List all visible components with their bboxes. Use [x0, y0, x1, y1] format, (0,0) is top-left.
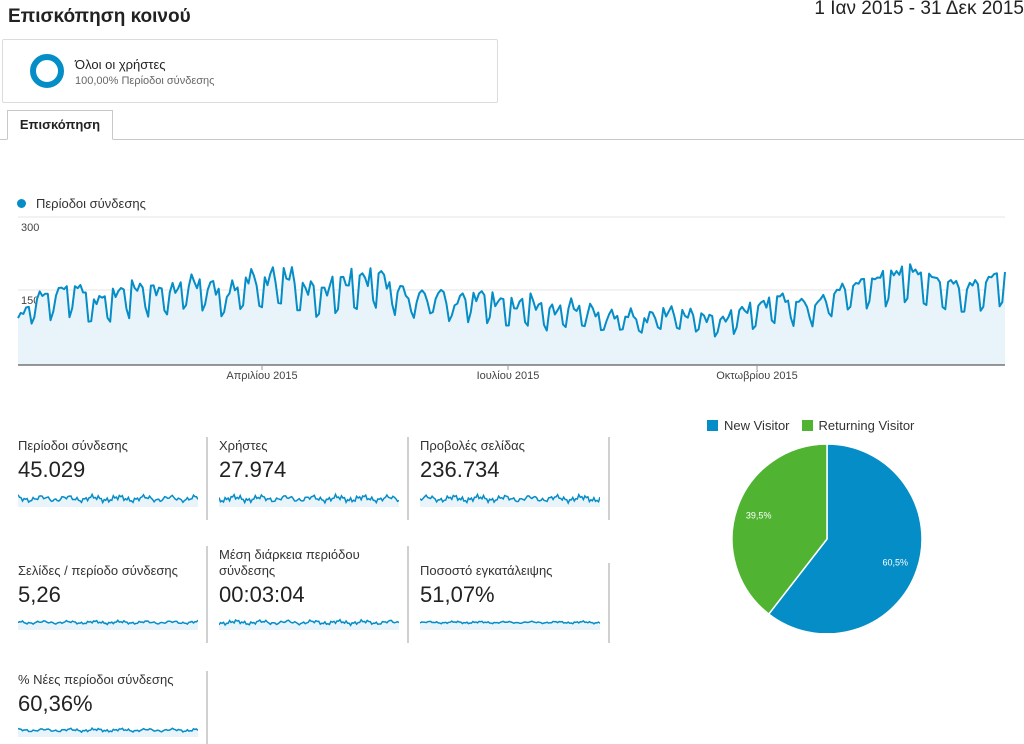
metric-pageviews[interactable]: Προβολές σελίδας 236.734 — [420, 438, 610, 507]
metric-sparkline — [18, 492, 198, 507]
metric-separator — [407, 546, 409, 643]
tab-overview[interactable]: Επισκόπηση — [7, 110, 113, 140]
metric-sparkline — [420, 492, 600, 507]
metric-value: 00:03:04 — [219, 582, 305, 607]
page-title: Επισκόπηση κοινού — [8, 6, 191, 27]
segment-name: Όλοι οι χρήστες — [75, 57, 166, 72]
metric-avg-session-duration[interactable]: Μέση διάρκεια περιόδου σύνδεσης 00:03:04 — [219, 547, 409, 630]
metric-label: % Νέες περίοδοι σύνδεσης — [18, 672, 174, 687]
metric-new-sessions[interactable]: % Νέες περίοδοι σύνδεσης 60,36% — [18, 672, 208, 737]
metric-value: 45.029 — [18, 457, 86, 482]
metric-value: 60,36% — [18, 691, 93, 716]
sessions-line-chart[interactable]: 300 150 Απριλίου 2015 Ιουλίου 2015 Οκτωβ… — [0, 210, 1024, 385]
metric-label: Μέση διάρκεια περιόδου σύνδεσης — [219, 547, 360, 578]
main-chart-series-label: Περίοδοι σύνδεσης — [36, 196, 146, 211]
x-tick-label: Ιουλίου 2015 — [477, 370, 540, 382]
metric-label: Χρήστες — [219, 438, 268, 453]
sparkline-line — [18, 727, 198, 734]
metric-sparkline — [219, 492, 399, 507]
pie-slice-label: 39,5% — [746, 511, 772, 521]
pie-legend-item-new[interactable]: New Visitor — [707, 418, 790, 433]
metric-separator — [206, 671, 208, 744]
metric-separator — [608, 437, 610, 520]
sparkline-line — [420, 492, 600, 505]
pie-legend: New Visitor Returning Visitor — [707, 418, 926, 433]
pie-legend-item-returning[interactable]: Returning Visitor — [801, 418, 915, 433]
metric-value: 51,07% — [420, 582, 495, 607]
x-tick-label: Οκτωβρίου 2015 — [716, 370, 798, 382]
metric-sessions[interactable]: Περίοδοι σύνδεσης 45.029 — [18, 438, 208, 507]
segment-subtitle: 100,00% Περίοδοι σύνδεσης — [75, 75, 215, 87]
legend-swatch-icon — [707, 420, 718, 431]
y-tick-label: 300 — [21, 222, 39, 234]
metric-label: Προβολές σελίδας — [420, 438, 525, 453]
pie-slice-new-visitor[interactable] — [767, 443, 923, 633]
pie-legend-label: New Visitor — [724, 418, 790, 433]
pie-slice-label: 60,5% — [883, 557, 909, 567]
metric-label: Ποσοστό εγκατάλειψης — [420, 563, 553, 578]
date-range-selector[interactable]: 1 Ιαν 2015 - 31 Δεκ 2015 — [814, 0, 1024, 19]
sparkline-line — [219, 492, 399, 505]
metric-sparkline — [18, 619, 198, 630]
metric-separator — [206, 546, 208, 643]
segment-card[interactable]: Όλοι οι χρήστες 100,00% Περίοδοι σύνδεση… — [2, 39, 498, 103]
metric-label: Σελίδες / περίοδο σύνδεσης — [18, 563, 178, 578]
metric-value: 5,26 — [18, 582, 61, 607]
main-chart-legend[interactable]: Περίοδοι σύνδεσης — [17, 196, 146, 211]
metric-sparkline — [18, 727, 198, 737]
metric-pages-per-session[interactable]: Σελίδες / περίοδο σύνδεσης 5,26 — [18, 547, 208, 630]
sessions-line — [17, 263, 1006, 338]
legend-swatch-icon — [801, 420, 813, 431]
metric-separator — [407, 437, 409, 520]
metric-label: Περίοδοι σύνδεσης — [18, 438, 128, 453]
x-tick-label: Απριλίου 2015 — [226, 370, 297, 382]
visitor-type-pie-chart[interactable]: 60,5% 39,5% — [718, 443, 938, 633]
sparkline-line — [18, 492, 198, 505]
metric-value: 236.734 — [420, 457, 500, 482]
pie-slice-returning-visitor[interactable] — [731, 443, 828, 616]
sparkline-line — [420, 619, 600, 625]
sessions-area — [18, 264, 1005, 365]
metric-sparkline — [420, 619, 600, 630]
metric-separator — [608, 563, 610, 643]
segment-donut-icon — [30, 54, 64, 88]
series-dot-icon — [17, 199, 26, 208]
metric-value: 27.974 — [219, 457, 287, 482]
metric-separator — [206, 437, 208, 520]
metric-users[interactable]: Χρήστες 27.974 — [219, 438, 409, 507]
sparkline-line — [18, 619, 198, 626]
tab-divider — [0, 139, 1024, 140]
metric-sparkline — [219, 618, 399, 630]
metric-bounce-rate[interactable]: Ποσοστό εγκατάλειψης 51,07% — [420, 547, 610, 630]
sparkline-line — [219, 618, 399, 627]
pie-legend-label: Returning Visitor — [818, 418, 915, 433]
y-tick-label: 150 — [21, 295, 39, 307]
